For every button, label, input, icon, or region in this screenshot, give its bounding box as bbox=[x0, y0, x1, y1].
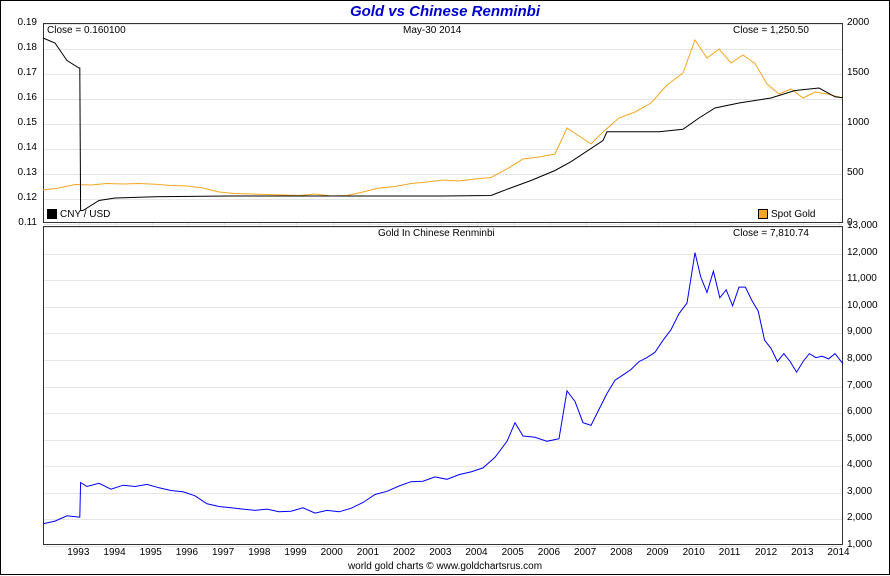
p2-close: Close = 7,810.74 bbox=[733, 228, 809, 239]
p1-left-tick: 0.19 bbox=[18, 17, 37, 28]
p1-right-tick: 2000 bbox=[847, 17, 869, 28]
p2-right-tick: 3,000 bbox=[847, 486, 872, 497]
p1-left-tick: 0.18 bbox=[18, 42, 37, 53]
x-tick-label: 2001 bbox=[357, 547, 379, 558]
chart-title: Gold vs Chinese Renminbi bbox=[1, 1, 889, 20]
p2-right-tick: 5,000 bbox=[847, 433, 872, 444]
grid-h bbox=[44, 360, 842, 361]
p1-left-tick: 0.11 bbox=[18, 217, 37, 228]
grid-h bbox=[44, 519, 842, 520]
grid-h bbox=[44, 333, 842, 334]
grid-h bbox=[44, 466, 842, 467]
x-tick-label: 2009 bbox=[646, 547, 668, 558]
grid-h bbox=[44, 280, 842, 281]
p1-close-right: Close = 1,250.50 bbox=[733, 25, 809, 36]
p1-left-tick: 0.14 bbox=[18, 142, 37, 153]
grid-h bbox=[44, 199, 842, 200]
p2-right-tick: 7,000 bbox=[847, 380, 872, 391]
grid-h bbox=[44, 493, 842, 494]
grid-h bbox=[44, 413, 842, 414]
p2-right-tick: 13,000 bbox=[847, 220, 878, 231]
x-tick-label: 2003 bbox=[429, 547, 451, 558]
p1-left-tick: 0.12 bbox=[18, 192, 37, 203]
p1-right-tick: 1000 bbox=[847, 117, 869, 128]
grid-h bbox=[44, 74, 842, 75]
p2-right-tick: 11,000 bbox=[847, 273, 877, 284]
x-tick-label: 2000 bbox=[321, 547, 343, 558]
x-tick-label: 2006 bbox=[538, 547, 560, 558]
grid-h bbox=[44, 174, 842, 175]
p2-right-tick: 10,000 bbox=[847, 300, 878, 311]
x-tick-label: 2010 bbox=[683, 547, 705, 558]
x-tick-label: 2011 bbox=[719, 547, 741, 558]
p1-legend-left: CNY / USD bbox=[47, 209, 110, 220]
x-tick-label: 1993 bbox=[67, 547, 89, 558]
panel1-bg bbox=[43, 23, 843, 223]
p1-left-tick: 0.16 bbox=[18, 92, 37, 103]
p1-left-tick: 0.13 bbox=[18, 167, 37, 178]
chart-container: Gold vs Chinese Renminbi 1993 1994 1995 199… bbox=[0, 0, 890, 575]
x-tick-label: 1995 bbox=[140, 547, 162, 558]
x-tick-label: 2013 bbox=[791, 547, 813, 558]
p2-right-tick: 4,000 bbox=[847, 459, 872, 470]
p2-right-tick: 9,000 bbox=[847, 326, 872, 337]
panel2-bg bbox=[43, 226, 843, 545]
x-tick-label: 1997 bbox=[212, 547, 234, 558]
x-tick-label: 2012 bbox=[755, 547, 777, 558]
grid-h bbox=[44, 99, 842, 100]
x-tick-label: 2004 bbox=[465, 547, 487, 558]
p1-left-tick: 0.17 bbox=[18, 67, 37, 78]
p2-right-tick: 8,000 bbox=[847, 353, 872, 364]
x-tick-label: 1994 bbox=[103, 547, 125, 558]
p1-right-tick: 1500 bbox=[847, 67, 869, 78]
x-tick-label: 1998 bbox=[248, 547, 270, 558]
x-tick-label: 1999 bbox=[284, 547, 306, 558]
grid-h bbox=[44, 224, 842, 225]
footer-credit: world gold charts © www.goldchartsrus.co… bbox=[1, 561, 889, 572]
grid-h bbox=[44, 149, 842, 150]
grid-h bbox=[44, 49, 842, 50]
p2-right-tick: 6,000 bbox=[847, 406, 872, 417]
date-label: May-30 2014 bbox=[403, 25, 461, 36]
grid-h bbox=[44, 124, 842, 125]
p2-right-tick: 2,000 bbox=[847, 512, 872, 523]
p2-right-tick: 1,000 bbox=[847, 539, 872, 550]
grid-h bbox=[44, 307, 842, 308]
p1-close-left: Close = 0.160100 bbox=[47, 25, 126, 36]
p1-left-tick: 0.15 bbox=[18, 117, 37, 128]
p2-right-tick: 12,000 bbox=[847, 247, 878, 258]
grid-h bbox=[44, 546, 842, 547]
grid-h bbox=[44, 440, 842, 441]
x-tick-label: 1996 bbox=[176, 547, 198, 558]
x-tick-label: 2005 bbox=[502, 547, 524, 558]
p1-right-tick: 500 bbox=[847, 167, 864, 178]
panel2-title: Gold In Chinese Renminbi bbox=[378, 228, 495, 239]
x-tick-label: 2002 bbox=[393, 547, 415, 558]
grid-h bbox=[44, 387, 842, 388]
p1-legend-right: Spot Gold bbox=[758, 209, 815, 220]
grid-h bbox=[44, 254, 842, 255]
x-tick-label: 2007 bbox=[574, 547, 596, 558]
x-tick-label: 2008 bbox=[610, 547, 632, 558]
